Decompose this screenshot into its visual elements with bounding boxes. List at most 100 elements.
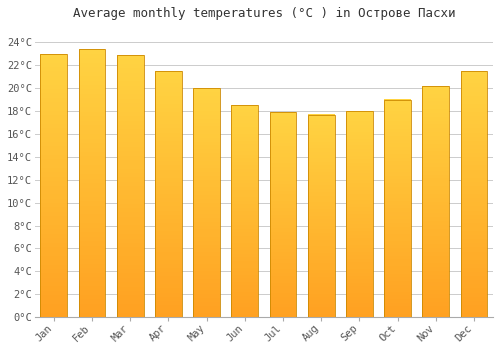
Bar (346, 155, 372, 159)
Bar (346, 121, 372, 125)
Bar (78, 76, 106, 80)
Bar (270, 235, 296, 239)
Bar (232, 271, 258, 275)
Bar (422, 197, 449, 202)
Bar (232, 140, 258, 144)
Bar (422, 309, 449, 313)
Bar (422, 105, 449, 109)
Bar (422, 113, 449, 117)
Bar (232, 306, 258, 310)
Bar (384, 150, 411, 154)
Bar (308, 145, 334, 148)
Bar (232, 208, 258, 211)
Bar (193, 294, 220, 298)
Bar (155, 157, 182, 161)
Bar (155, 161, 182, 166)
Bar (308, 232, 334, 236)
Bar (460, 186, 487, 190)
Bar (346, 241, 372, 245)
Bar (40, 124, 67, 128)
Bar (270, 242, 296, 245)
Bar (232, 130, 258, 134)
Bar (78, 286, 106, 290)
Bar (155, 79, 182, 83)
Bar (346, 262, 372, 266)
Bar (422, 247, 449, 252)
Bar (232, 172, 258, 176)
Bar (232, 229, 258, 232)
Bar (460, 165, 487, 169)
Bar (270, 208, 296, 211)
Bar (384, 270, 411, 274)
Bar (155, 202, 182, 206)
Bar (78, 219, 106, 223)
Bar (270, 228, 296, 232)
Bar (117, 182, 143, 186)
Bar (78, 174, 106, 179)
Bar (232, 239, 258, 243)
Bar (232, 303, 258, 307)
Bar (193, 180, 220, 184)
Bar (460, 83, 487, 88)
Bar (117, 64, 143, 68)
Bar (460, 272, 487, 276)
Bar (40, 290, 67, 295)
Bar (193, 256, 220, 260)
Bar (40, 308, 67, 313)
Bar (346, 132, 372, 135)
Bar (422, 178, 449, 182)
Bar (78, 130, 106, 134)
Bar (308, 114, 334, 317)
Bar (270, 160, 296, 163)
Bar (232, 218, 258, 222)
Bar (78, 196, 106, 201)
Bar (384, 165, 411, 169)
Bar (384, 306, 411, 310)
Bar (308, 310, 334, 314)
Bar (40, 229, 67, 234)
Bar (346, 180, 372, 183)
Bar (193, 309, 220, 313)
Bar (460, 231, 487, 235)
Bar (155, 186, 182, 190)
Bar (232, 257, 258, 261)
Bar (460, 268, 487, 272)
Bar (270, 314, 296, 317)
Bar (422, 101, 449, 105)
Bar (384, 288, 411, 292)
Bar (193, 153, 220, 157)
Bar (346, 252, 372, 255)
Bar (232, 204, 258, 208)
Bar (460, 215, 487, 219)
Bar (346, 197, 372, 201)
Bar (232, 225, 258, 229)
Bar (78, 210, 106, 215)
Bar (117, 125, 143, 129)
Bar (346, 210, 372, 214)
Bar (384, 313, 411, 317)
Bar (155, 239, 182, 243)
Bar (78, 125, 106, 130)
Bar (155, 165, 182, 169)
Bar (384, 223, 411, 226)
Bar (155, 210, 182, 215)
Bar (270, 143, 296, 146)
Bar (270, 153, 296, 157)
Bar (346, 214, 372, 218)
Bar (422, 259, 449, 263)
Bar (460, 235, 487, 239)
Bar (40, 172, 67, 177)
Bar (384, 299, 411, 303)
Bar (193, 225, 220, 229)
Bar (78, 303, 106, 308)
Bar (346, 187, 372, 190)
Bar (384, 216, 411, 219)
Bar (270, 201, 296, 204)
Bar (346, 224, 372, 228)
Bar (78, 183, 106, 188)
Bar (384, 284, 411, 288)
Bar (384, 107, 411, 111)
Bar (155, 251, 182, 256)
Bar (384, 128, 411, 132)
Bar (232, 211, 258, 215)
